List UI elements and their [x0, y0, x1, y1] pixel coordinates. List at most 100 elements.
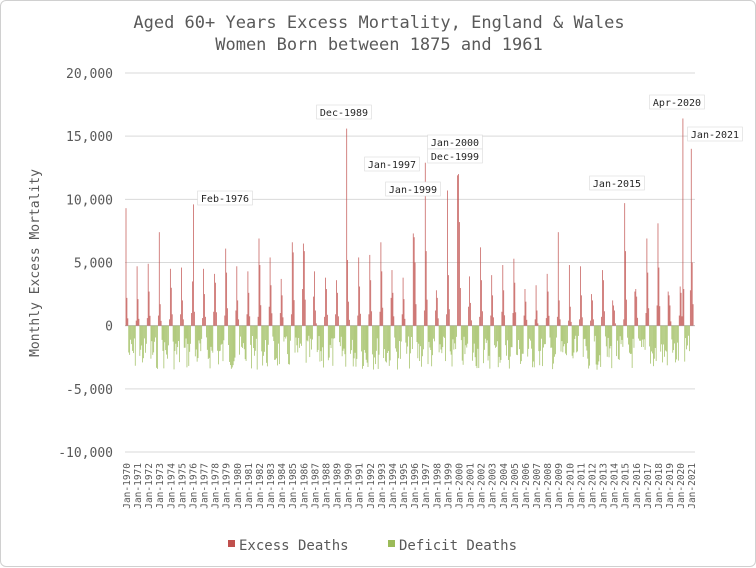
bar-excess [645, 313, 647, 326]
bar-excess [682, 118, 684, 326]
annotation-label: Jan-2021 [691, 130, 739, 141]
bar-deficit [410, 325, 411, 354]
bar-excess [313, 296, 314, 326]
x-tick-label: Jan-2012 [587, 463, 598, 509]
bar-deficit [428, 325, 430, 342]
bar-excess [659, 306, 661, 326]
bar-deficit [177, 325, 179, 348]
bar-excess [169, 319, 170, 326]
bar-deficit [221, 325, 223, 344]
x-tick-label: Jan-2017 [643, 463, 654, 509]
bar-excess [447, 190, 448, 326]
bar-deficit [184, 325, 186, 348]
bar-deficit [677, 325, 678, 343]
bar-deficit [652, 325, 653, 354]
bar-excess [569, 306, 571, 326]
bar-excess [314, 271, 315, 326]
bar-deficit [367, 325, 369, 367]
bar-deficit [649, 325, 651, 347]
bar-deficit [386, 325, 387, 363]
bar-deficit [488, 325, 490, 356]
bar-excess [471, 320, 472, 326]
x-tick-label: Jan-2005 [510, 463, 521, 509]
bar-excess [503, 290, 505, 326]
bar-deficit [405, 325, 407, 343]
bar-deficit [416, 325, 418, 343]
bar-deficit [262, 325, 264, 366]
bar-deficit [378, 325, 380, 355]
bar-excess [656, 305, 658, 326]
bar-excess [147, 263, 149, 326]
bar-excess [423, 310, 425, 326]
bar-excess [534, 319, 536, 326]
x-tick-label: Jan-1993 [377, 463, 388, 509]
bar-excess [459, 222, 460, 326]
bar-deficit [444, 325, 445, 338]
bar-deficit [651, 325, 652, 352]
bar-deficit [252, 325, 253, 337]
x-tick-label: Jan-1987 [310, 463, 321, 509]
bar-deficit [212, 325, 214, 353]
bar-deficit [363, 325, 365, 350]
bar-deficit [242, 325, 243, 348]
bar-deficit [530, 325, 531, 341]
bar-deficit [384, 325, 385, 350]
bar-deficit [588, 325, 590, 369]
bar-deficit [554, 325, 555, 357]
bar-deficit [485, 325, 487, 343]
bar-deficit [641, 325, 643, 340]
bar-deficit [240, 325, 241, 337]
bar-deficit [464, 325, 466, 355]
bar-deficit [197, 325, 199, 359]
bar-excess [226, 272, 228, 326]
bar-deficit [194, 325, 196, 357]
bar-deficit [644, 325, 646, 350]
bar-deficit [263, 325, 264, 356]
x-tick-label: Jan-1980 [233, 463, 244, 509]
bar-excess [260, 305, 262, 326]
bar-deficit [231, 325, 233, 368]
bar-deficit [573, 325, 575, 353]
bar-excess [293, 300, 295, 326]
x-tick-label: Jan-1978 [211, 463, 222, 509]
bar-deficit [175, 325, 177, 344]
bar-deficit [290, 325, 291, 341]
legend-label-deficit: Deficit Deaths [399, 538, 517, 554]
bar-deficit [286, 325, 288, 337]
bar-deficit [449, 325, 451, 352]
bar-deficit [264, 325, 265, 352]
bar-deficit [373, 325, 374, 370]
bar-excess [492, 295, 494, 326]
y-tick-label: 0 [105, 320, 113, 335]
bar-excess [193, 204, 194, 326]
bar-deficit [351, 325, 353, 340]
bar-excess [592, 319, 594, 326]
bar-deficit [422, 325, 423, 357]
bar-deficit [289, 325, 290, 365]
bar-deficit [441, 325, 443, 354]
bar-excess [548, 315, 550, 326]
bar-excess [436, 297, 438, 326]
bar-deficit [223, 325, 225, 341]
bar-deficit [527, 325, 529, 357]
bar-deficit [395, 325, 397, 349]
bar-excess [358, 257, 360, 326]
x-tick-label: Jan-2006 [521, 463, 532, 509]
bar-deficit [438, 325, 440, 353]
bar-excess [558, 300, 560, 326]
bar-deficit [533, 325, 535, 368]
x-tick-label: Jan-2003 [488, 463, 499, 509]
bar-deficit [145, 325, 147, 344]
bar-deficit [352, 325, 354, 367]
bar-deficit [377, 325, 379, 369]
bar-deficit [140, 325, 142, 350]
bar-excess [258, 238, 260, 326]
bar-excess [170, 287, 172, 326]
bar-excess [446, 314, 447, 326]
bar-excess [568, 320, 569, 326]
x-tick-label: Jan-2007 [532, 463, 543, 509]
bar-deficit [376, 325, 378, 339]
bar-deficit [431, 325, 433, 367]
bar-deficit [639, 325, 640, 341]
bar-deficit [596, 325, 598, 370]
